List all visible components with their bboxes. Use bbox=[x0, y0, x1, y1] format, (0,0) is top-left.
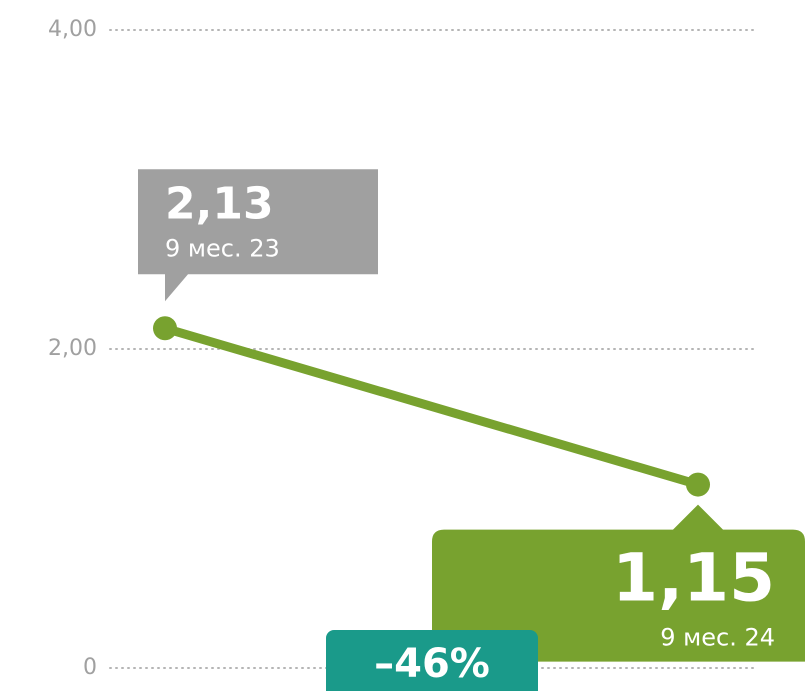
value-label: 1,15 bbox=[612, 540, 775, 617]
y-tick-label: 2,00 bbox=[48, 336, 97, 361]
point bbox=[686, 472, 710, 497]
annotation: –46% bbox=[374, 641, 490, 687]
category-label: 9 мес. 23 bbox=[165, 234, 280, 262]
line bbox=[160, 323, 703, 490]
badge bbox=[326, 630, 538, 691]
y-tick-label: 0 bbox=[83, 655, 97, 680]
callout bbox=[432, 504, 805, 662]
category-label: 9 мес. 24 bbox=[660, 624, 775, 652]
point bbox=[153, 316, 177, 341]
callout bbox=[138, 169, 378, 302]
value-label: 2,13 bbox=[165, 178, 274, 229]
y-tick-label: 4,00 bbox=[48, 17, 97, 42]
